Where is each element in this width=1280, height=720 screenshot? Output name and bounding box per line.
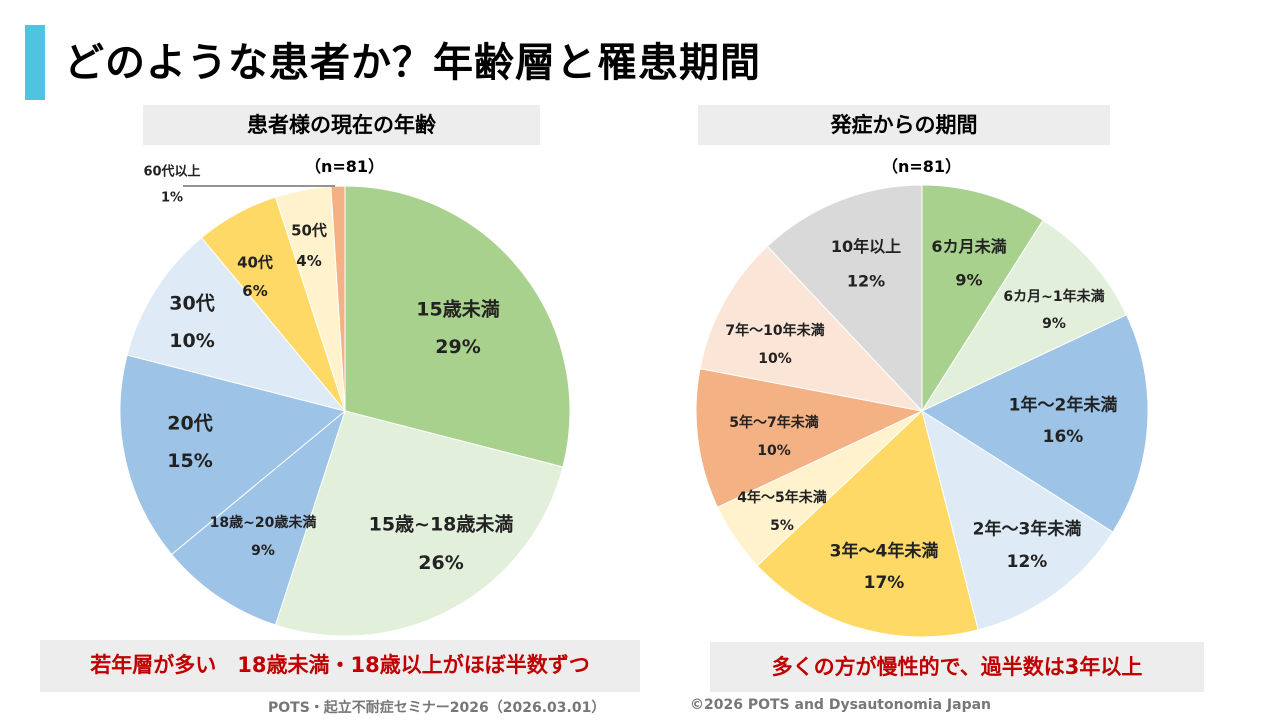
slice-label: 15歳~18歳未満 bbox=[368, 513, 514, 536]
slice-percent: 4% bbox=[296, 252, 322, 270]
chart-title-age: 患者様の現在の年齢 bbox=[143, 105, 540, 145]
slice-label: 2年～3年未満 bbox=[972, 519, 1082, 540]
slice-percent: 9% bbox=[251, 543, 275, 559]
pie-slice bbox=[920, 219, 1128, 413]
slice-label: 3年～4年未満 bbox=[829, 541, 939, 562]
slice-label: 20代 bbox=[167, 412, 213, 435]
pie-slice bbox=[766, 184, 923, 413]
title-accent-bar bbox=[25, 25, 45, 100]
slice-label: 6カ月未満 bbox=[931, 237, 1007, 256]
note-age: 若年層が多い 18歳未満・18歳以上がほぼ半数ずつ bbox=[40, 640, 640, 692]
pie-slice bbox=[695, 368, 924, 508]
slide-title: どのような患者か？年齢層と罹患期間 bbox=[64, 40, 761, 86]
slice-percent: 15% bbox=[167, 450, 213, 472]
pie-slice bbox=[344, 185, 571, 468]
n-label-duration: （n=81） bbox=[882, 157, 962, 176]
footer-seminar: POTS・起立不耐症セミナー2026（2026.03.01） bbox=[268, 700, 606, 716]
footer-copyright: ©2026 POTS and Dysautonomia Japan bbox=[690, 697, 992, 713]
slice-label: 40代 bbox=[237, 253, 273, 272]
pie-slice bbox=[699, 245, 924, 412]
slice-percent: 10% bbox=[169, 330, 215, 352]
slice-label: 7年～10年未満 bbox=[725, 323, 825, 339]
slice-percent: 26% bbox=[418, 552, 464, 574]
slice-percent: 29% bbox=[435, 336, 481, 358]
slice-label: 15歳未満 bbox=[416, 298, 500, 321]
slice-label: 50代 bbox=[291, 221, 327, 240]
pie-slice bbox=[170, 409, 347, 626]
slice-percent: 12% bbox=[1006, 552, 1048, 572]
slice-percent: 9% bbox=[955, 270, 983, 290]
slice-label: 10年以上 bbox=[830, 237, 902, 256]
slice-percent: 12% bbox=[846, 271, 886, 291]
pie-slice bbox=[920, 314, 1149, 533]
slice-percent: 9% bbox=[1042, 316, 1066, 332]
pie-slice bbox=[921, 409, 1114, 631]
pie-slice bbox=[756, 410, 979, 638]
slice-percent: 10% bbox=[757, 443, 791, 459]
slice-label: 4年～5年未満 bbox=[737, 490, 827, 506]
chart-title-duration: 発症からの期間 bbox=[698, 105, 1110, 145]
pie-slice bbox=[274, 410, 564, 637]
note-duration: 多くの方が慢性的で、過半数は3年以上 bbox=[710, 642, 1204, 692]
slice-percent: 17% bbox=[863, 573, 905, 593]
slice-label: 6カ月~1年未満 bbox=[1003, 289, 1105, 305]
pie-slice bbox=[126, 236, 347, 412]
slice-percent: 10% bbox=[758, 351, 792, 367]
slice-percent: 1% bbox=[160, 190, 184, 206]
slice-percent: 5% bbox=[770, 518, 794, 534]
slice-label: 5年～7年未満 bbox=[729, 415, 819, 431]
slice-percent: 16% bbox=[1042, 427, 1084, 447]
pie-slice bbox=[119, 354, 347, 556]
pie-slice bbox=[921, 184, 1044, 413]
slice-label: 18歳~20歳未満 bbox=[209, 515, 317, 531]
slice-label: 30代 bbox=[169, 292, 215, 315]
n-label-age: （n=81） bbox=[305, 157, 385, 176]
slice-label: 1年～2年未満 bbox=[1008, 395, 1118, 416]
slice-percent: 6% bbox=[242, 282, 268, 300]
slice-label: 60代以上 bbox=[143, 164, 201, 180]
